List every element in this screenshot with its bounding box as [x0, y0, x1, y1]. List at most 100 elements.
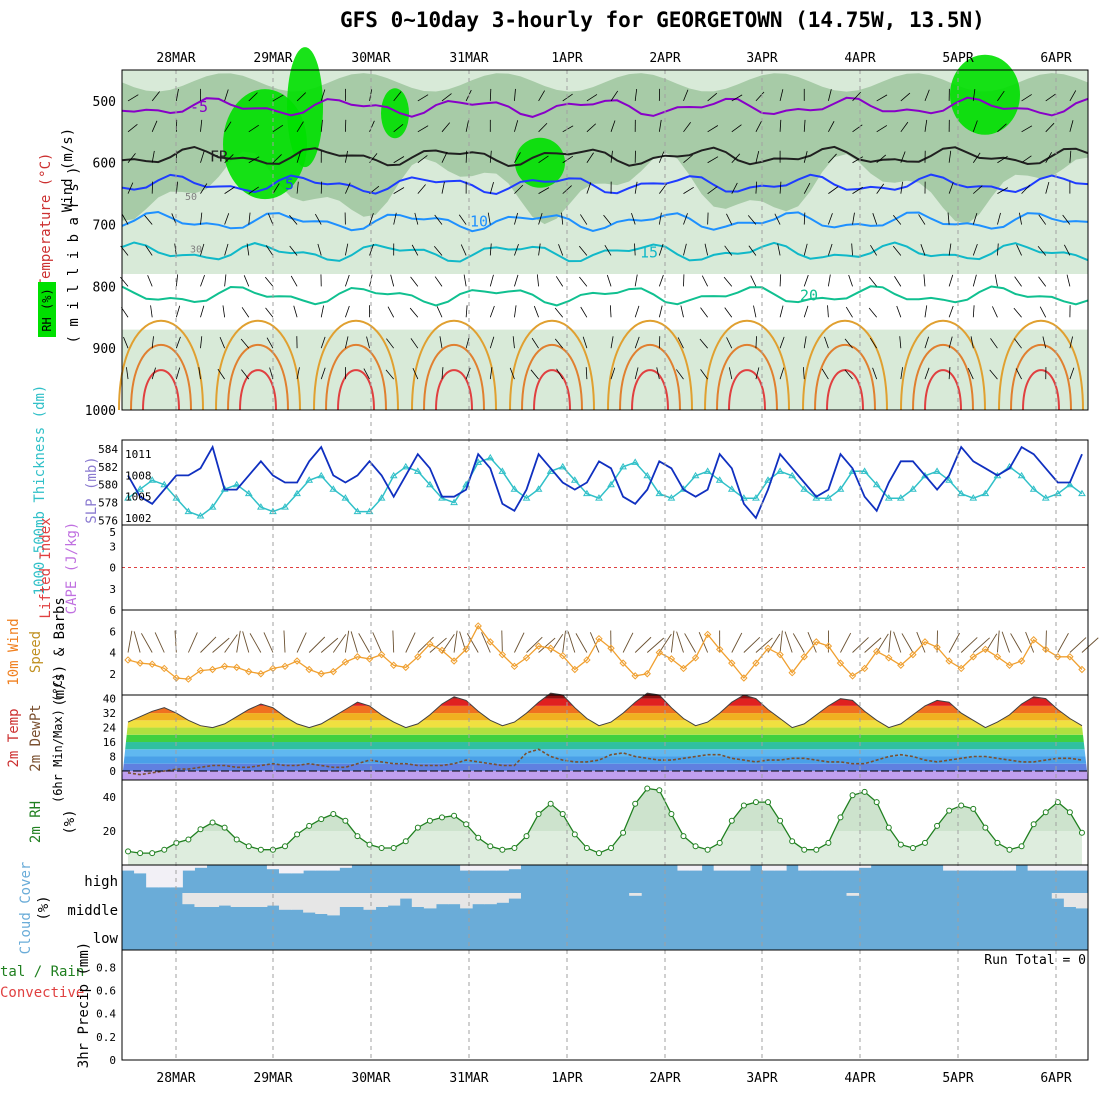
rh2m-point: [197, 826, 204, 833]
cloud-gap: [303, 865, 316, 871]
wind-barb: [868, 307, 877, 318]
thickness-point: [643, 471, 652, 479]
wind-speed-point: [860, 664, 869, 673]
minmax-axis-label: (6hr Min/Max) (°C): [51, 673, 65, 803]
wind-barb: [151, 367, 156, 380]
cloud-gap: [327, 893, 340, 916]
li-tick-label: 5: [109, 526, 116, 539]
wind-barb: [779, 274, 782, 287]
rh2m-point: [125, 848, 132, 855]
wind-barb: [992, 306, 998, 318]
li-tick-label: 3: [109, 540, 116, 553]
wind-barb-10m: [658, 633, 672, 653]
rh2m-tick-label: 20: [103, 825, 116, 838]
thickness-point: [486, 453, 495, 461]
rh2m-point: [861, 788, 868, 795]
thickness-point: [703, 467, 712, 474]
wind-barb-10m: [350, 631, 358, 653]
wind-barb: [241, 307, 250, 318]
wind-barb: [554, 338, 564, 349]
wind-barb: [869, 337, 878, 349]
wind-barb: [924, 336, 929, 349]
date-label-bottom: 4APR: [844, 1071, 875, 1086]
precip-axis-label: 3hr Precip (mm): [76, 942, 92, 1068]
rh2m-point: [318, 816, 325, 823]
cloud-gap: [266, 865, 280, 870]
wind-barb: [393, 124, 404, 133]
wind-speed-point: [184, 675, 193, 683]
rh2m-point: [354, 833, 361, 840]
wind-barb: [410, 276, 419, 287]
wind-barb: [676, 369, 684, 380]
wind-barb: [414, 212, 419, 225]
wind-barb: [1021, 184, 1031, 194]
isotherm-loop: [130, 343, 192, 411]
thickness-point: [172, 494, 181, 501]
thickness-point: [1078, 489, 1086, 497]
wind-barb: [1021, 94, 1032, 102]
wind-barb: [509, 367, 515, 380]
thickness-point: [860, 467, 869, 474]
wind-barb: [803, 119, 806, 132]
wind-speed-point: [571, 665, 579, 674]
wind-barb: [845, 306, 853, 318]
wind-barb: [320, 305, 324, 318]
cloud-gap: [254, 893, 268, 907]
wind-barb: [803, 182, 811, 194]
thickness-point: [655, 489, 664, 497]
wind-barb: [562, 93, 573, 102]
wind-barb: [514, 274, 519, 287]
wind-barb: [556, 368, 564, 380]
wind-barb: [127, 153, 136, 163]
thickness-point: [667, 494, 676, 501]
wind-barb: [828, 121, 835, 133]
wind-barb: [514, 305, 517, 318]
rh2m-point: [571, 831, 578, 838]
cape-axis-label: CAPE (J/kg): [64, 522, 80, 615]
wind-speed-point: [534, 642, 543, 650]
rh2m-point: [257, 846, 264, 853]
wind-barb: [121, 213, 129, 225]
isotherm-loop: [521, 343, 583, 411]
wind-speed-point: [703, 630, 712, 639]
wind-barb: [747, 215, 757, 225]
cloud-gap: [508, 865, 521, 870]
wind-barb-10m: [972, 637, 990, 653]
isotherm-label: 15: [640, 243, 658, 261]
isotherm-loop: [728, 369, 766, 411]
wind-barb-10m: [622, 632, 634, 653]
cloud-gap: [375, 893, 389, 907]
wind-barb: [683, 213, 688, 225]
wind-barb-10m: [320, 637, 339, 653]
wind-speed-point: [595, 634, 603, 643]
wind-barb: [755, 91, 765, 102]
wind-tick-label: 4: [109, 647, 116, 660]
thickness-point: [764, 476, 772, 483]
wind-barb: [755, 336, 757, 349]
wind-barb-10m: [501, 630, 503, 653]
thickness-point: [1041, 494, 1050, 501]
wind-barb: [1063, 244, 1071, 256]
wind-barb: [296, 181, 299, 194]
thickness-point: [933, 467, 941, 474]
wind-barb: [458, 214, 467, 225]
wind-barb: [658, 243, 664, 256]
wind-barb: [774, 213, 781, 225]
thickness-point: [909, 485, 917, 492]
rh2m-area: [128, 788, 1082, 865]
rh2m-point: [535, 811, 542, 817]
wind-barb: [175, 336, 181, 349]
isotherm-label: FR: [210, 148, 229, 166]
wind-barb: [175, 274, 179, 287]
wind-barb: [803, 243, 808, 256]
wind-barb: [900, 151, 906, 163]
wind-barb: [151, 150, 155, 163]
wind-barb: [876, 125, 888, 133]
wind-barb: [876, 183, 885, 194]
wind-speed-point: [728, 659, 736, 667]
wind-barb: [369, 120, 375, 132]
rh2m-point: [547, 800, 554, 807]
wind-barb: [892, 245, 902, 256]
rh2m-point: [704, 846, 711, 853]
wind-barb: [344, 336, 349, 349]
